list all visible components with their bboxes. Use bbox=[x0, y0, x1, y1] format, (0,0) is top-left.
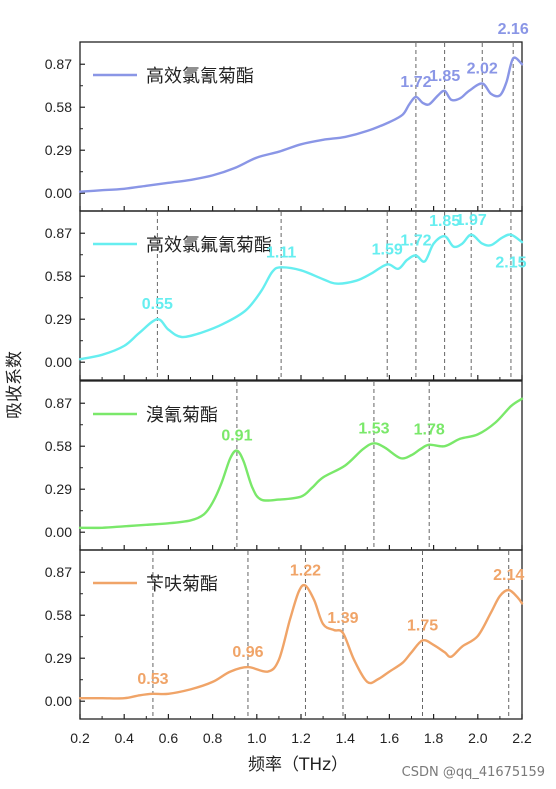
peak-label: 1.39 bbox=[327, 610, 358, 627]
legend-label: 溴氰菊酯 bbox=[146, 405, 218, 426]
peak-label: 1.72 bbox=[400, 232, 431, 249]
panel-4: 0.00 0.29 0.58 0.87 苄呋菊酯 0.53 0.96 1.22 1.39 1.75… bbox=[45, 549, 524, 720]
y-tick-label: 0.00 bbox=[45, 693, 72, 709]
x-tick-label: 1.6 bbox=[380, 730, 400, 746]
peak-label: 2.15 bbox=[495, 254, 526, 271]
peak-label: 1.11 bbox=[266, 244, 296, 261]
x-tick-label: 1.2 bbox=[291, 730, 311, 746]
x-tick-label: 1.8 bbox=[424, 730, 444, 746]
peak-label: 1.97 bbox=[456, 212, 487, 229]
y-tick-label: 0.58 bbox=[45, 99, 72, 115]
x-tick-label: 1.0 bbox=[247, 730, 267, 746]
peak-label: 2.02 bbox=[467, 61, 498, 78]
peak-label: 1.85 bbox=[429, 68, 460, 85]
y-tick-label: 0.87 bbox=[45, 56, 72, 72]
peak-label: 0.55 bbox=[142, 296, 173, 313]
panel-2: 0.00 0.29 0.58 0.87 高效氯氟氰菊酯 0.55 1.11 1.591.72 1… bbox=[45, 210, 527, 381]
y-tick-label: 0.00 bbox=[45, 354, 72, 370]
y-tick-label: 0.58 bbox=[45, 607, 72, 623]
panel-1: 0.00 0.29 0.58 0.87 高效氯氰菊酯 1.721.85 2.02 2.16 bbox=[45, 21, 529, 212]
peak-label: 1.78 bbox=[414, 422, 445, 439]
y-axis-title: 吸收系数 bbox=[5, 351, 25, 419]
watermark-text: CSDN @qq_41675159 bbox=[402, 765, 545, 780]
legend-label: 苄呋菊酯 bbox=[146, 574, 218, 595]
y-tick-label: 0.00 bbox=[45, 524, 72, 540]
peak-label: 0.96 bbox=[232, 644, 263, 661]
peak-label: 0.91 bbox=[221, 428, 252, 445]
series-line bbox=[78, 56, 524, 193]
y-tick-label: 0.87 bbox=[45, 564, 72, 580]
peak-label: 1.75 bbox=[407, 617, 438, 634]
y-tick-label: 0.29 bbox=[45, 142, 72, 158]
peak-label: 1.22 bbox=[290, 563, 321, 580]
peak-label: 0.53 bbox=[137, 671, 168, 688]
y-tick-label: 0.58 bbox=[45, 268, 72, 284]
x-tick-label: 0.6 bbox=[159, 730, 179, 746]
y-tick-label: 0.87 bbox=[45, 225, 72, 241]
series-line bbox=[78, 397, 524, 530]
peak-label: 2.16 bbox=[498, 21, 529, 38]
series-line bbox=[78, 233, 524, 361]
peak-label: 1.53 bbox=[358, 420, 389, 437]
y-tick-label: 0.87 bbox=[45, 395, 72, 411]
x-axis-title: 频率（THz） bbox=[248, 755, 348, 775]
y-tick-label: 0.29 bbox=[45, 650, 72, 666]
x-tick-label: 1.4 bbox=[335, 730, 355, 746]
y-tick-label: 0.29 bbox=[45, 481, 72, 497]
y-tick-label: 0.58 bbox=[45, 438, 72, 454]
y-tick-label: 0.00 bbox=[45, 185, 72, 201]
x-tick-label: 2.2 bbox=[512, 730, 532, 746]
x-tick-label: 2.0 bbox=[468, 730, 488, 746]
x-tick-label: 0.8 bbox=[203, 730, 223, 746]
peak-label: 1.85 bbox=[429, 213, 460, 230]
x-tick-label: 0.2 bbox=[70, 730, 90, 746]
x-axis: 0.2 0.4 0.6 0.8 1.0 1.2 1.4 1.6 1.8 2.0 2.2 bbox=[70, 730, 532, 746]
legend-label: 高效氯氰菊酯 bbox=[146, 66, 254, 87]
x-tick-label: 0.4 bbox=[114, 730, 134, 746]
series-line bbox=[78, 583, 524, 700]
legend-label: 高效氯氟氰菊酯 bbox=[146, 235, 272, 256]
peak-label: 1.59 bbox=[372, 241, 403, 258]
y-tick-label: 0.29 bbox=[45, 311, 72, 327]
peak-label: 1.72 bbox=[400, 74, 431, 91]
peak-label: 2.14 bbox=[493, 567, 524, 584]
